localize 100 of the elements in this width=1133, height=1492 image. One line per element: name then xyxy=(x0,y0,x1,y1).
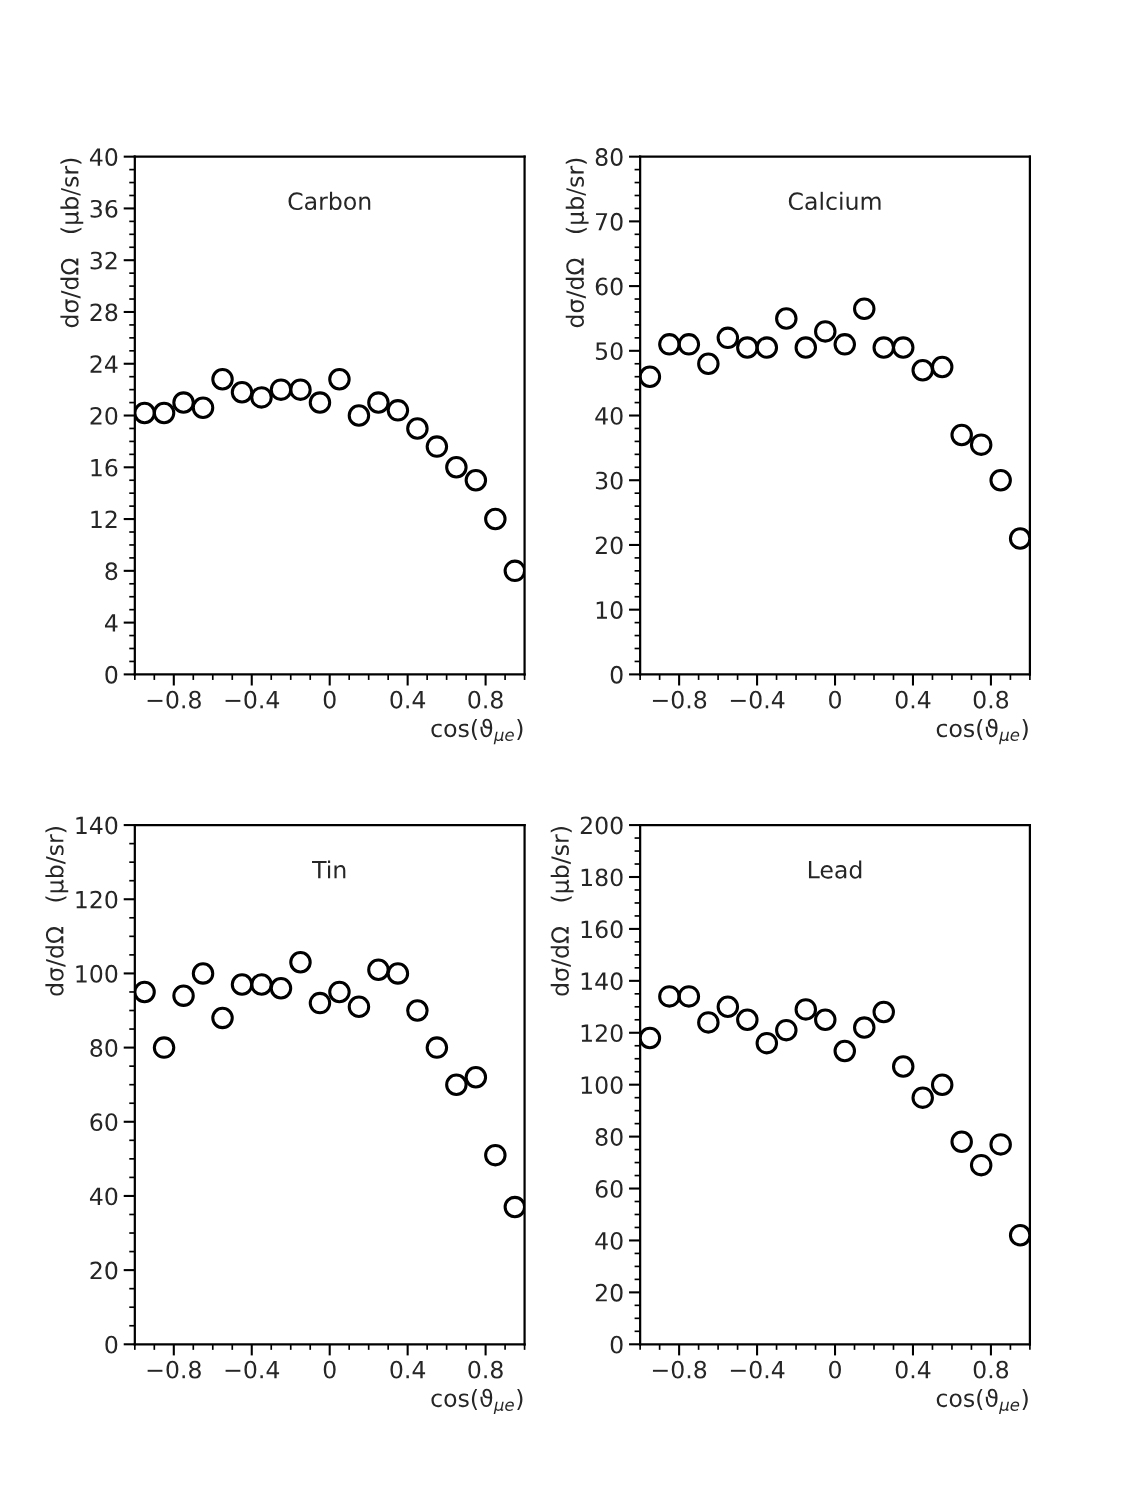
y-tick-label: 8 xyxy=(105,562,118,581)
point xyxy=(367,391,390,414)
y-tick-label: 4 xyxy=(104,614,118,632)
point xyxy=(755,336,779,359)
x-tick-label: 0.4 xyxy=(895,1360,931,1379)
y-tick-label: 40 xyxy=(595,406,623,425)
point xyxy=(191,962,215,985)
point xyxy=(406,999,429,1022)
x-tick-label: 0 xyxy=(323,690,336,709)
point xyxy=(658,333,681,356)
point xyxy=(484,1143,507,1167)
x-tick-label: −0.8 xyxy=(652,690,707,709)
y-tick-label: 28 xyxy=(90,303,118,322)
y-tick-label: 0 xyxy=(105,1335,118,1354)
point xyxy=(775,307,798,330)
point xyxy=(230,380,254,404)
point xyxy=(872,1000,895,1024)
point xyxy=(950,1130,973,1154)
point xyxy=(328,368,351,391)
y-tick-label: 0 xyxy=(105,665,118,684)
y-tick-label: 140 xyxy=(76,816,118,835)
y-tick-label: 50 xyxy=(595,342,623,361)
x-tick-label: 0 xyxy=(829,1360,841,1379)
point xyxy=(347,404,371,427)
x-tick-label: −0.4 xyxy=(225,1360,280,1379)
x-tick-label: −0.8 xyxy=(652,1360,707,1379)
point xyxy=(386,399,410,422)
y-axis-title: dσ/dΩ (μb/sr) xyxy=(60,158,84,328)
x-tick-label: 0.4 xyxy=(895,690,931,709)
point xyxy=(640,1026,662,1050)
y-tick-label: 10 xyxy=(596,601,623,619)
x-axis-title: cos(ϑ$_{μe}$) xyxy=(936,718,1028,745)
x-tick-label: 0.4 xyxy=(390,690,426,709)
point xyxy=(853,297,876,320)
y-tick-label: 32 xyxy=(90,251,117,270)
point xyxy=(406,417,429,440)
y-tick-label: 160 xyxy=(581,920,623,939)
y-tick-label: 0 xyxy=(610,1335,623,1354)
point xyxy=(640,365,662,388)
point xyxy=(250,386,273,409)
point xyxy=(833,1039,857,1063)
point xyxy=(755,1031,779,1055)
point xyxy=(853,1016,876,1039)
point xyxy=(445,456,468,479)
x-axis-title: cos(ϑ$_{μe}$) xyxy=(431,718,523,745)
point xyxy=(794,336,818,359)
point xyxy=(289,378,312,401)
point xyxy=(484,507,507,531)
point xyxy=(697,1011,720,1034)
x-tick-label: 0.4 xyxy=(390,1360,426,1379)
point xyxy=(775,1018,798,1042)
y-tick-label: 80 xyxy=(595,1128,623,1146)
point xyxy=(308,991,332,1015)
y-axis-title: dσ/dΩ (μb/sr) xyxy=(550,827,574,996)
point xyxy=(230,973,254,996)
point xyxy=(814,320,837,343)
x-tick-label: 0 xyxy=(323,1360,336,1379)
point xyxy=(794,998,818,1021)
y-tick-label: 36 xyxy=(90,199,118,218)
point xyxy=(833,333,857,356)
point xyxy=(445,1073,468,1096)
y-tick-label: 60 xyxy=(595,277,623,296)
x-tick-label: 0 xyxy=(829,690,841,709)
text: Tin xyxy=(312,860,346,879)
x-axis-title: cos(ϑ$_{μe}$) xyxy=(431,1388,523,1415)
point xyxy=(697,352,720,375)
text: Lead xyxy=(808,860,862,879)
y-tick-label: 100 xyxy=(76,964,118,983)
y-tick-label: 40 xyxy=(89,1187,118,1206)
y-tick-label: 40 xyxy=(89,148,118,166)
y-tick-label: 20 xyxy=(90,1261,118,1280)
y-tick-label: 24 xyxy=(90,355,118,373)
point xyxy=(152,401,176,425)
point xyxy=(386,962,410,985)
y-tick-label: 80 xyxy=(595,148,623,166)
y-tick-label: 60 xyxy=(595,1179,623,1198)
point xyxy=(367,958,390,981)
y-tick-label: 80 xyxy=(90,1039,118,1057)
x-tick-label: −0.8 xyxy=(147,690,201,709)
point xyxy=(464,468,488,492)
x-tick-label: −0.4 xyxy=(730,1360,785,1379)
point xyxy=(891,1055,915,1078)
point xyxy=(308,391,332,414)
point xyxy=(1008,527,1030,550)
x-tick-label: 0.8 xyxy=(973,690,1009,709)
text: Carbon xyxy=(288,191,371,211)
y-tick-label: 70 xyxy=(596,212,623,231)
point xyxy=(930,1073,954,1096)
y-axis-title: dσ/dΩ (μb/sr) xyxy=(565,158,589,328)
point xyxy=(969,433,993,456)
point xyxy=(677,985,701,1008)
point xyxy=(464,1066,488,1089)
y-tick-label: 100 xyxy=(581,1076,623,1094)
y-tick-label: 120 xyxy=(76,890,118,909)
point xyxy=(736,1008,759,1032)
point xyxy=(950,423,973,447)
x-tick-label: 0.8 xyxy=(468,1360,503,1379)
y-tick-label: 120 xyxy=(581,1024,623,1043)
y-tick-label: 12 xyxy=(91,510,117,529)
point xyxy=(425,435,449,458)
